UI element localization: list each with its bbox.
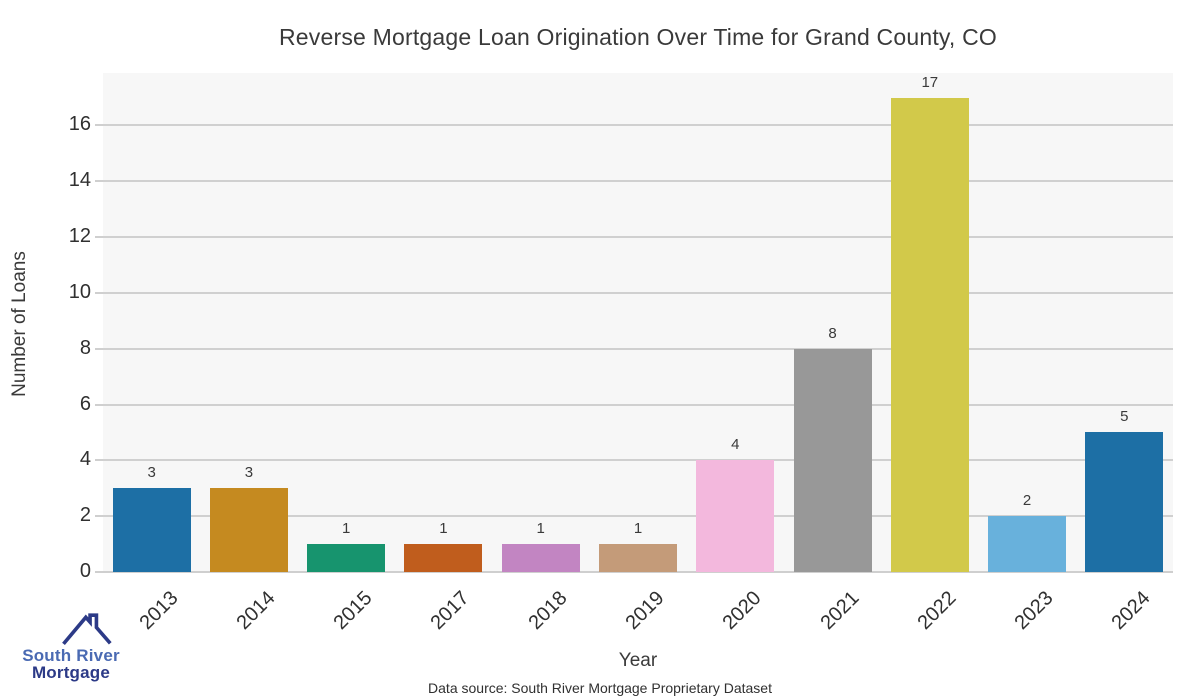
x-tick-label: 2020	[718, 587, 766, 635]
bar-value-label: 3	[244, 464, 254, 481]
logo-line2: Mortgage	[31, 663, 111, 682]
bar-value-label: 1	[439, 520, 448, 537]
bar-2015	[307, 544, 386, 572]
bar-value-label: 5	[1120, 408, 1129, 425]
gridline	[103, 180, 1173, 183]
gridline	[103, 347, 1173, 350]
gridline	[103, 403, 1173, 406]
bar-2024	[1085, 432, 1164, 572]
x-tick-label: 2013	[135, 587, 183, 635]
gridline	[103, 459, 1173, 462]
plot-area: 3 3 1 1 1 1 4 8 17 2 5	[103, 73, 1173, 573]
y-tick-mark	[95, 124, 103, 127]
x-tick-label: 2021	[816, 587, 864, 635]
chart-title: Reverse Mortgage Loan Origination Over T…	[278, 24, 998, 50]
y-tick-mark	[95, 236, 103, 239]
bar-value-label: 3	[147, 464, 156, 481]
y-tick-label: 4	[79, 448, 91, 471]
gridline	[103, 515, 1173, 518]
bar-value-label: 4	[731, 436, 740, 453]
y-tick-mark	[95, 347, 103, 350]
y-tick-mark	[95, 515, 103, 518]
y-tick-mark	[95, 403, 103, 406]
bar-2013	[112, 488, 191, 572]
bar-2023	[988, 516, 1067, 572]
x-tick-label: 2022	[913, 587, 961, 635]
bar-2019	[599, 544, 677, 572]
x-tick-label: 2019	[621, 587, 669, 635]
y-tick-label: 8	[79, 336, 91, 359]
y-tick-label: 2	[79, 504, 91, 527]
x-axis-line	[103, 571, 1173, 573]
logo: South River Mortgage	[16, 612, 126, 682]
bar-value-label: 2	[1022, 492, 1032, 509]
bar-2017	[404, 544, 483, 572]
y-tick-label: 0	[79, 560, 91, 582]
bar-2021	[793, 349, 872, 572]
bar-value-label: 1	[341, 520, 351, 537]
house-icon	[62, 613, 112, 646]
y-tick-mark	[95, 180, 103, 183]
x-axis-label: Year	[618, 650, 658, 671]
y-tick-label: 10	[68, 280, 91, 303]
bar-value-label: 8	[828, 325, 837, 342]
bar-2018	[501, 544, 580, 572]
x-tick-label: 2015	[329, 587, 377, 635]
x-tick-label: 2014	[232, 587, 280, 635]
gridline	[103, 236, 1173, 239]
logo-line1: South River	[22, 646, 120, 665]
y-tick-label: 12	[68, 225, 91, 248]
bar-value-label: 1	[633, 520, 643, 537]
x-tick-label: 2024	[1107, 587, 1155, 635]
gridline	[103, 124, 1173, 127]
y-tick-mark	[95, 291, 103, 294]
y-axis-label: Number of Loans	[9, 251, 30, 397]
bar-2020	[696, 460, 775, 572]
y-tick-label: 14	[68, 169, 91, 192]
x-tick-label: 2017	[426, 587, 475, 635]
y-tick-mark	[95, 571, 103, 573]
gridline	[103, 291, 1173, 294]
bar-value-label: 17	[921, 74, 939, 91]
x-tick-label: 2023	[1010, 587, 1058, 635]
y-tick-label: 6	[79, 392, 91, 415]
bar-2022	[890, 98, 969, 572]
y-tick-mark	[95, 459, 103, 462]
bar-value-label: 1	[536, 520, 545, 537]
x-tick-label: 2018	[524, 587, 572, 635]
data-source-caption: Data source: South River Mortgage Propri…	[428, 680, 772, 696]
bar-2014	[209, 488, 288, 572]
y-tick-label: 16	[68, 113, 91, 136]
